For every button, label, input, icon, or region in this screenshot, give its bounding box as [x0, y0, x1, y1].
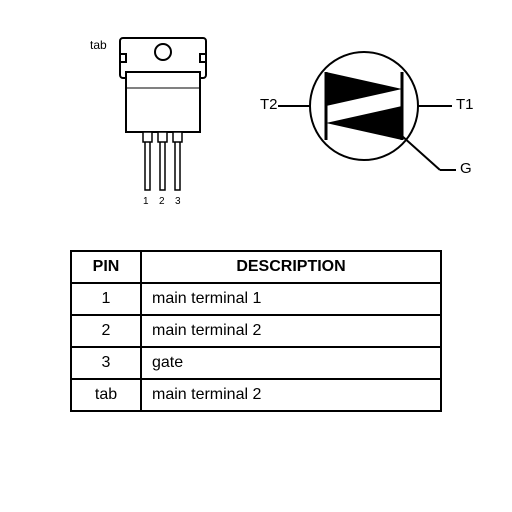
- tab-label: tab: [90, 38, 107, 52]
- table-row: 3 gate: [71, 347, 441, 379]
- pin-cell: 1: [71, 283, 141, 315]
- triac-symbol: T2 T1 G: [270, 36, 470, 206]
- g-label: G: [460, 160, 472, 177]
- desc-cell: main terminal 2: [141, 315, 441, 347]
- table-row: tab main terminal 2: [71, 379, 441, 411]
- table-row: 1 main terminal 1: [71, 283, 441, 315]
- t2-label: T2: [260, 96, 278, 113]
- pin-3-label: 3: [175, 196, 181, 207]
- pin-table: PIN DESCRIPTION 1 main terminal 1 2 main…: [70, 250, 442, 412]
- header-desc: DESCRIPTION: [141, 251, 441, 283]
- pin-2-label: 2: [159, 196, 165, 207]
- pin-cell: 2: [71, 315, 141, 347]
- symbol-svg: [270, 36, 470, 206]
- header-pin: PIN: [71, 251, 141, 283]
- desc-cell: gate: [141, 347, 441, 379]
- t1-label: T1: [456, 96, 474, 113]
- table-header-row: PIN DESCRIPTION: [71, 251, 441, 283]
- pin-cell: tab: [71, 379, 141, 411]
- pin-1-label: 1: [143, 196, 149, 207]
- datasheet-figure: tab 1 2 3: [0, 0, 512, 512]
- package-svg: [90, 32, 250, 232]
- package-outline: tab 1 2 3: [90, 32, 250, 232]
- desc-cell: main terminal 1: [141, 283, 441, 315]
- table-row: 2 main terminal 2: [71, 315, 441, 347]
- desc-cell: main terminal 2: [141, 379, 441, 411]
- pin-cell: 3: [71, 347, 141, 379]
